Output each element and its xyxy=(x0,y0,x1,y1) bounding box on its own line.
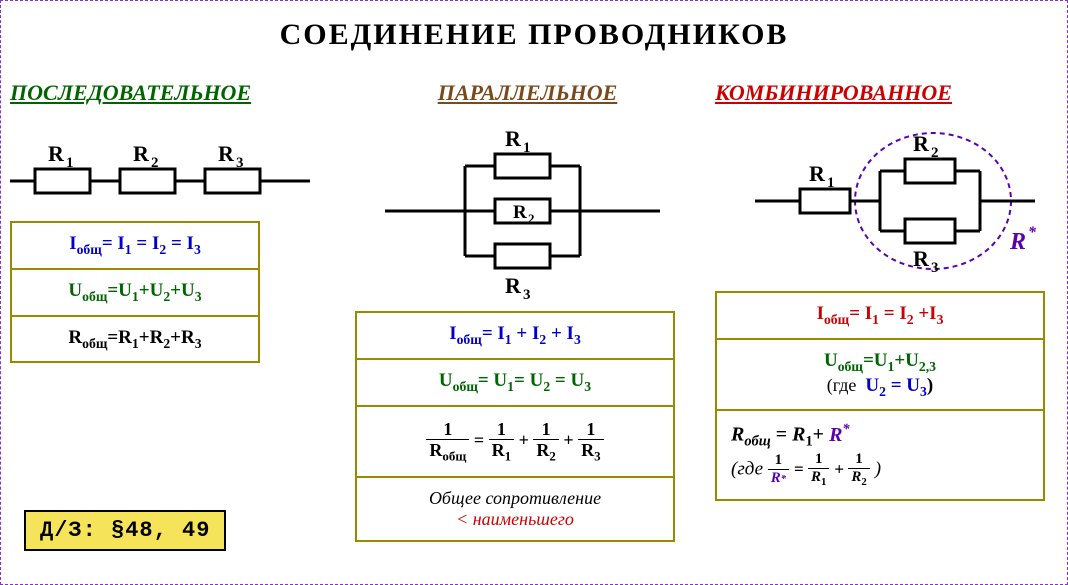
series-title: ПОСЛЕДОВАТЕЛЬНОЕ xyxy=(10,80,350,106)
parallel-title: ПАРАЛЛЕЛЬНОЕ xyxy=(355,80,700,106)
svg-text:2: 2 xyxy=(151,155,159,171)
parallel-i: Iобщ= I1 + I2 + I3 xyxy=(357,313,673,360)
parallel-note: Общее сопротивление < наименьшего xyxy=(357,478,673,540)
svg-text:R: R xyxy=(913,246,930,271)
combined-u: Uобщ=U1+U2,3 (где U2 = U3) xyxy=(717,340,1043,412)
parallel-diagram: R1 R2 R3 xyxy=(355,121,700,301)
parallel-formulas: Iобщ= I1 + I2 + I3 Uобщ= U1= U2 = U3 1Rо… xyxy=(355,311,675,542)
combined-title: КОМБИНИРОВАННОЕ xyxy=(715,80,1060,106)
svg-text:3: 3 xyxy=(931,260,939,276)
parallel-r: 1Rобщ = 1R1 + 1R2 + 1R3 xyxy=(357,407,673,479)
homework-box: Д/З: §48, 49 xyxy=(24,510,226,551)
svg-text:R: R xyxy=(505,126,522,151)
series-column: ПОСЛЕДОВАТЕЛЬНОЕ R1 R2 R3 Iобщ= I1 = I2 … xyxy=(10,80,350,363)
svg-text:R: R xyxy=(913,131,930,156)
series-i: Iобщ= I1 = I2 = I3 xyxy=(12,223,258,270)
svg-text:1: 1 xyxy=(66,155,74,171)
svg-text:1: 1 xyxy=(827,175,835,191)
parallel-u: Uобщ= U1= U2 = U3 xyxy=(357,360,673,407)
svg-text:R: R xyxy=(48,141,65,166)
combined-column: КОМБИНИРОВАННОЕ R1 R2 R3 R * xyxy=(715,80,1060,501)
series-diagram: R1 R2 R3 xyxy=(10,121,350,211)
svg-text:1: 1 xyxy=(523,140,531,156)
combined-r: Rобщ = R1+ R* (где 1R* = 1R1 + 1R2 ) xyxy=(717,411,1043,498)
svg-text:*: * xyxy=(1028,224,1037,241)
svg-text:3: 3 xyxy=(236,155,244,171)
svg-text:R: R xyxy=(513,202,527,223)
svg-text:R: R xyxy=(809,161,826,186)
svg-text:R: R xyxy=(218,141,235,166)
series-formulas: Iобщ= I1 = I2 = I3 Uобщ=U1+U2+U3 Rобщ=R1… xyxy=(10,221,260,363)
combined-i: Iобщ= I1 = I2 +I3 xyxy=(717,293,1043,340)
parallel-column: ПАРАЛЛЕЛЬНОЕ R1 R2 R3 Iобщ= xyxy=(355,80,700,542)
svg-text:R: R xyxy=(1009,229,1026,255)
svg-text:R: R xyxy=(505,273,522,298)
series-r: Rобщ=R1+R2+R3 xyxy=(12,317,258,362)
svg-text:3: 3 xyxy=(523,287,531,301)
combined-diagram: R1 R2 R3 R * xyxy=(715,121,1060,281)
svg-text:R: R xyxy=(133,141,150,166)
series-u: Uобщ=U1+U2+U3 xyxy=(12,270,258,317)
svg-text:2: 2 xyxy=(528,211,535,226)
svg-text:2: 2 xyxy=(931,145,939,161)
combined-formulas: Iобщ= I1 = I2 +I3 Uобщ=U1+U2,3 (где U2 =… xyxy=(715,291,1045,501)
